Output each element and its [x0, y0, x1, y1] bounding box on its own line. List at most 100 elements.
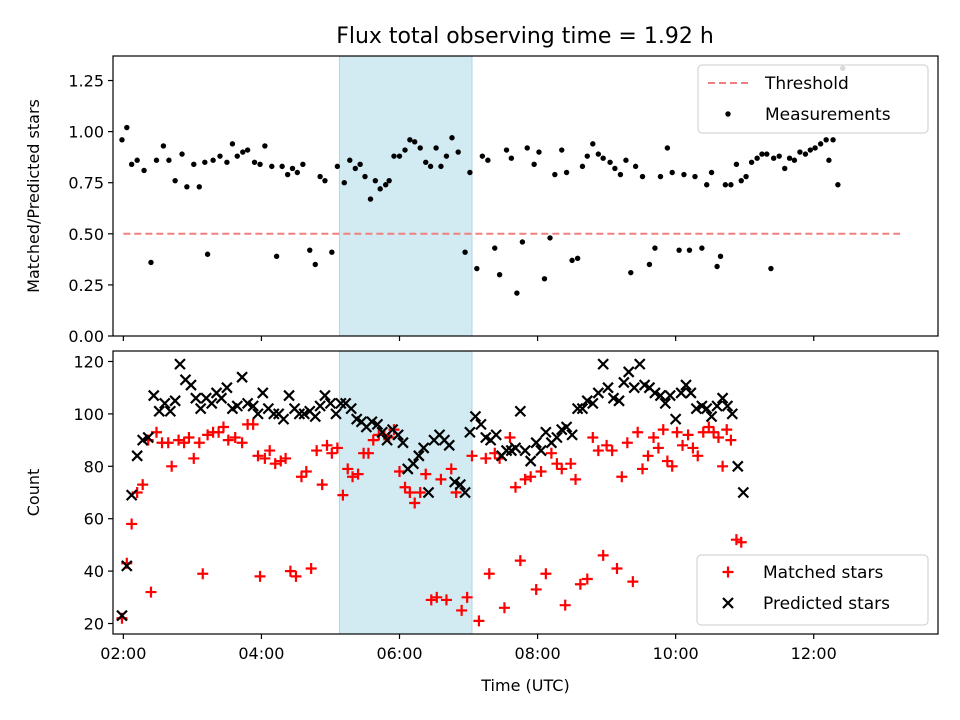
measurement-point: [269, 163, 275, 170]
measurement-point: [224, 159, 230, 165]
predicted-star-point: [716, 392, 729, 404]
y-tick-label: 1.25: [68, 72, 104, 91]
y-tick-label: 80: [84, 457, 104, 476]
matched-star-point: [173, 434, 185, 446]
predicted-star-point: [277, 413, 290, 425]
measurement-point: [503, 147, 510, 153]
matched-star-point: [682, 429, 694, 441]
measurement-point: [600, 155, 606, 161]
matched-star-point: [425, 594, 437, 606]
measurement-point: [759, 151, 765, 157]
predicted-star-point: [215, 392, 228, 404]
predicted-star-point: [721, 400, 734, 412]
predicted-star-point: [407, 457, 420, 470]
x-tick-label: 02:00: [100, 644, 146, 663]
predicted-star-point: [194, 402, 207, 415]
y-tick-label: 120: [73, 352, 104, 371]
matched-star-point: [213, 426, 225, 438]
predicted-star-point: [566, 429, 578, 441]
predicted-star-point: [371, 418, 384, 431]
predicted-star-point: [153, 405, 166, 418]
measurement-point: [467, 169, 473, 176]
measurement-point: [485, 157, 491, 163]
matched-star-point: [342, 463, 354, 475]
predicted-star-point: [737, 486, 750, 499]
matched-star-point: [193, 437, 205, 449]
matched-star-point: [735, 536, 747, 548]
measurement-point: [462, 249, 468, 255]
measurement-point: [357, 161, 363, 168]
predicted-star-point: [551, 431, 563, 444]
predicted-star-point: [576, 402, 589, 415]
top-panel: 0.00 0.25 0.50 0.75 1.00 1.25 Matched/Predicte…: [24, 55, 939, 346]
measurement-point: [676, 247, 682, 253]
measurement-point: [686, 247, 693, 253]
matched-star-point: [137, 479, 149, 491]
predicted-star-point: [159, 397, 171, 410]
measurement-point: [738, 177, 744, 184]
predicted-star-point: [142, 431, 154, 444]
matched-star-point: [316, 479, 328, 491]
matched-star-point: [592, 445, 604, 457]
matched-star-point: [666, 460, 678, 472]
measurement-point: [764, 151, 770, 157]
matched-star-point: [570, 473, 582, 485]
matched-star-point: [708, 426, 720, 438]
measurement-point: [153, 157, 160, 163]
x-tick-label: 04:00: [238, 644, 284, 663]
matched-star-point: [565, 458, 577, 470]
matched-star-point: [178, 437, 190, 449]
measurement-point: [590, 141, 596, 147]
measurement-point: [519, 239, 526, 245]
bottom-panel: 20 40 60 80 100 120 02:00 04:00 06:00 08:00 10:00 1…: [24, 350, 939, 695]
matched-star-point: [166, 460, 178, 472]
predicted-star-point: [587, 397, 599, 410]
matched-star-point: [362, 447, 374, 459]
predicted-star-point: [236, 371, 248, 383]
matched-star-point: [420, 468, 432, 480]
predicted-star-point: [268, 408, 280, 420]
predicted-star-point: [560, 421, 573, 433]
matched-star-point: [311, 445, 323, 457]
matched-star-point: [473, 615, 485, 627]
predicted-star-point: [443, 439, 455, 452]
y-tick-label: 20: [84, 615, 104, 634]
measurement-point: [312, 261, 318, 268]
matched-star-point: [367, 434, 379, 446]
predicted-star-point: [459, 486, 471, 499]
matched-star-point: [648, 431, 660, 443]
measurement-point: [669, 169, 675, 176]
measurement-point: [776, 153, 782, 159]
measurement-point: [664, 145, 671, 151]
measurement-point: [514, 290, 520, 296]
predicted-star-point: [164, 405, 177, 418]
matched-star-point: [305, 562, 317, 574]
measurement-point: [835, 182, 841, 188]
measurement-point: [607, 159, 613, 165]
predicted-star-point: [618, 376, 630, 389]
measurement-point: [411, 139, 418, 145]
measurement-point: [708, 169, 715, 176]
measurement-point: [234, 153, 240, 159]
predicted-star-point: [664, 389, 676, 402]
measurement-point: [657, 173, 664, 180]
measurement-point: [704, 182, 710, 188]
predicted-star-point: [500, 444, 513, 457]
matched-star-point: [247, 418, 259, 430]
predicted-star-point: [324, 397, 337, 410]
matched-star-point: [504, 431, 516, 443]
predicted-star-point: [454, 478, 467, 491]
measurement-point: [768, 265, 774, 272]
predicted-star-point: [613, 395, 625, 407]
measurement-point: [770, 155, 777, 161]
measurement-point: [569, 257, 575, 264]
measurement-point: [352, 165, 359, 172]
predicted-star-point: [685, 387, 697, 399]
measurement-point: [714, 263, 720, 270]
measurement-point: [612, 165, 618, 172]
matched-star-point: [162, 437, 174, 449]
measurement-point: [427, 163, 434, 170]
measurement-point: [802, 151, 809, 157]
matched-star-point: [697, 426, 709, 438]
matched-star-point: [661, 455, 673, 467]
